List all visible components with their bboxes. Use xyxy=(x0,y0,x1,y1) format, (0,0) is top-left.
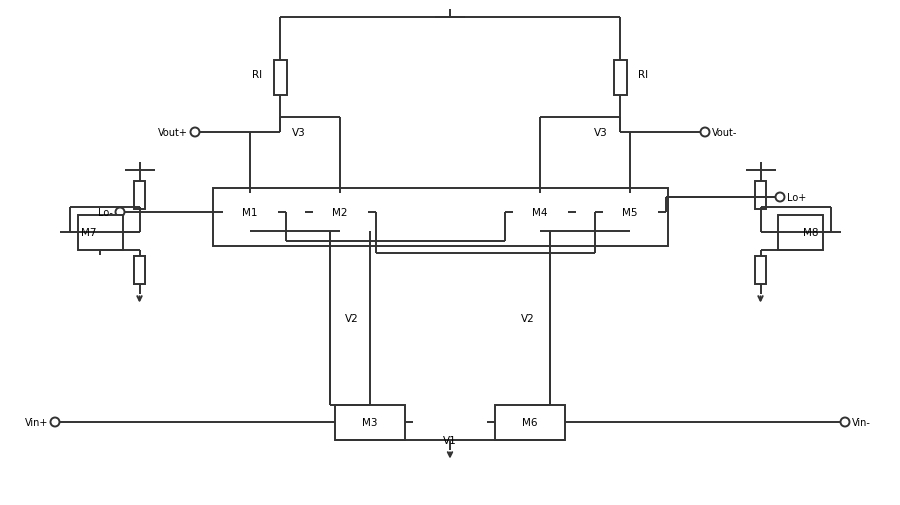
Text: M8: M8 xyxy=(803,228,818,237)
Bar xyxy=(778,215,823,250)
Bar xyxy=(614,61,626,95)
Text: V3: V3 xyxy=(594,128,608,138)
Text: M4: M4 xyxy=(532,208,548,218)
Bar xyxy=(134,181,145,209)
Bar xyxy=(134,256,145,284)
Bar xyxy=(222,193,277,231)
Text: Lo-: Lo- xyxy=(98,208,113,218)
Text: V2: V2 xyxy=(521,313,535,323)
Text: Vout-: Vout- xyxy=(712,128,737,138)
Text: RI: RI xyxy=(252,70,262,80)
Text: M5: M5 xyxy=(622,208,638,218)
Text: Vin-: Vin- xyxy=(852,417,871,427)
Text: M7: M7 xyxy=(82,228,97,237)
Bar xyxy=(755,256,766,284)
Text: M2: M2 xyxy=(332,208,347,218)
Bar xyxy=(274,61,286,95)
Text: V1: V1 xyxy=(443,435,457,445)
Bar xyxy=(495,405,565,440)
Bar xyxy=(212,189,668,246)
Text: V3: V3 xyxy=(292,128,306,138)
Bar xyxy=(602,193,658,231)
Text: Lo+: Lo+ xyxy=(787,192,806,203)
Text: M1: M1 xyxy=(242,208,257,218)
Text: M6: M6 xyxy=(522,417,538,427)
Bar xyxy=(335,405,405,440)
Text: V2: V2 xyxy=(345,313,359,323)
Bar xyxy=(77,215,122,250)
Bar xyxy=(512,193,568,231)
Text: Vout+: Vout+ xyxy=(158,128,188,138)
Text: Vin+: Vin+ xyxy=(24,417,48,427)
Text: RI: RI xyxy=(638,70,648,80)
Bar xyxy=(134,256,145,284)
Text: M3: M3 xyxy=(362,417,378,427)
Bar xyxy=(755,181,766,209)
Bar xyxy=(312,193,367,231)
